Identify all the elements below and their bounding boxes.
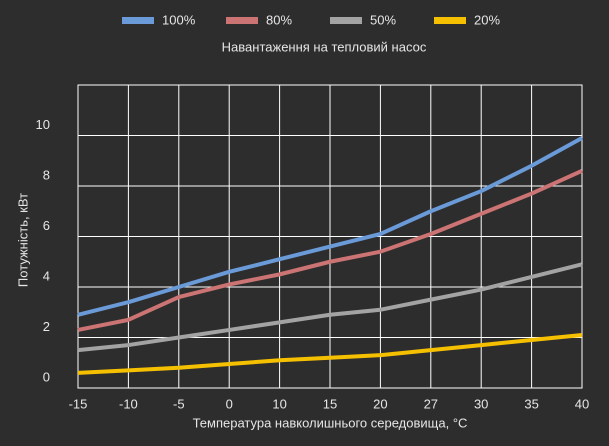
x-tick-label: 20	[373, 396, 387, 411]
legend-label: 80%	[266, 12, 292, 27]
x-tick-label: 40	[575, 396, 589, 411]
legend-swatch	[330, 17, 362, 24]
x-tick-label: 0	[226, 396, 233, 411]
y-tick-label: 8	[43, 167, 50, 182]
legend-label: 100%	[162, 12, 196, 27]
legend-label: 20%	[474, 12, 500, 27]
x-axis-label: Температура навколишнього середовища, °C	[193, 415, 468, 430]
legend-label: 50%	[370, 12, 396, 27]
x-tick-label: 30	[474, 396, 488, 411]
y-axis-label: Потужність, кВт	[15, 193, 30, 287]
x-tick-label: 15	[323, 396, 337, 411]
x-tick-label: 27	[424, 396, 438, 411]
x-tick-label: 35	[524, 396, 538, 411]
y-tick-label: 6	[43, 218, 50, 233]
y-tick-label: 10	[36, 117, 50, 132]
y-tick-label: 4	[43, 268, 50, 283]
x-tick-label: -10	[119, 396, 138, 411]
legend-swatch	[226, 17, 258, 24]
series-line	[77, 262, 583, 353]
series-line	[77, 136, 583, 317]
x-tick-label: 10	[272, 396, 286, 411]
legend-swatch	[434, 17, 466, 24]
legend-swatch	[122, 17, 154, 24]
series-line	[77, 169, 583, 332]
y-tick-label: 0	[43, 369, 50, 384]
series-line	[77, 332, 583, 375]
legend-title: Навантаження на тепловий насос	[222, 39, 427, 54]
x-tick-label: -15	[69, 396, 88, 411]
y-tick-label: 2	[43, 319, 50, 334]
x-tick-label: -5	[173, 396, 185, 411]
